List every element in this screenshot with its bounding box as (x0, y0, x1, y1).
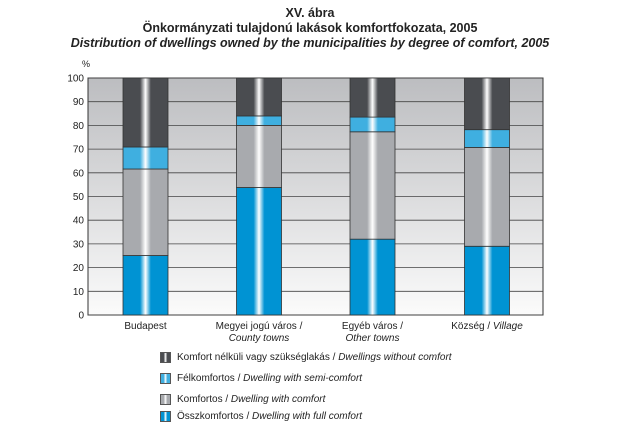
y-tick-label: 40 (73, 216, 85, 227)
bar-segment (236, 115, 282, 126)
bar-segment (349, 238, 396, 316)
bar-segment (122, 255, 169, 316)
x-tick-label: Község / Village (417, 321, 557, 333)
y-tick-label: 70 (73, 145, 85, 156)
legend-swatch-icon (160, 373, 171, 384)
bar-segment (122, 146, 169, 170)
legend-swatch-icon (160, 352, 171, 363)
legend-label-en: Dwelling with full comfort (252, 411, 363, 422)
category-label-en: Village (492, 321, 523, 332)
y-tick-label: 50 (73, 192, 85, 203)
legend-item: Félkomfortos / Dwelling with semi-comfor… (160, 373, 362, 384)
x-tick-label: Budapest (76, 321, 216, 333)
y-tick-label: 60 (73, 168, 85, 179)
category-label-hu: Megyei jogú város / (215, 321, 303, 332)
category-label-hu: Község / (451, 321, 491, 332)
bar-segment (122, 77, 169, 148)
legend-label-hu: Összkomfortos / (177, 411, 253, 422)
legend-item: Komfortos / Dwelling with comfort (160, 394, 325, 405)
bar-segment (236, 77, 282, 117)
legend-label-hu: Félkomfortos / (177, 373, 244, 384)
legend-item: Komfort nélküli vagy szükséglakás / Dwel… (160, 352, 452, 363)
legend-label-hu: Komfort nélküli vagy szükséglakás / (177, 352, 339, 363)
chart-title-en: Distribution of dwellings owned by the m… (70, 36, 550, 50)
x-tick-label: Megyei jogú város / County towns (189, 321, 329, 345)
y-tick-label: 100 (67, 74, 84, 85)
bar-segment (349, 116, 396, 133)
y-tick-label: 0 (78, 311, 84, 322)
bar-segment (122, 168, 169, 256)
chart-title-hu: Önkormányzati tulajdonú lakások komfortf… (142, 21, 478, 35)
category-label-en: Other towns (345, 333, 400, 344)
y-axis-label: % (82, 59, 90, 69)
y-tick-label: 80 (73, 121, 85, 132)
category-label-hu: Budapest (124, 321, 167, 332)
bar-segment (464, 147, 510, 247)
bar-segment (464, 129, 510, 148)
legend-swatch-icon (160, 394, 171, 405)
bar-segment (464, 77, 510, 131)
legend-label-en: Dwellings without comfort (338, 352, 452, 363)
bar-segment (349, 77, 396, 118)
legend-label-hu: Komfortos / (177, 394, 231, 405)
x-tick-label: Egyéb város / Other towns (303, 321, 443, 345)
bar-segment (464, 245, 510, 316)
y-tick-label: 20 (73, 263, 85, 274)
legend-label-en: Dwelling with semi-comfort (243, 373, 363, 384)
legend-label-en: Dwelling with comfort (230, 394, 326, 405)
category-label-hu: Egyéb város / (341, 321, 404, 332)
category-label-en: County towns (228, 333, 290, 344)
y-tick-label: 90 (73, 97, 85, 108)
bar-segment (349, 131, 396, 240)
y-tick-label: 30 (73, 239, 85, 250)
figure-number: XV. ábra (285, 6, 335, 20)
bar-segment (236, 187, 282, 316)
y-tick-label: 10 (73, 287, 85, 298)
legend-item: Összkomfortos / Dwelling with full comfo… (160, 411, 362, 422)
bar-segment (236, 125, 282, 188)
legend-swatch-icon (160, 411, 171, 422)
